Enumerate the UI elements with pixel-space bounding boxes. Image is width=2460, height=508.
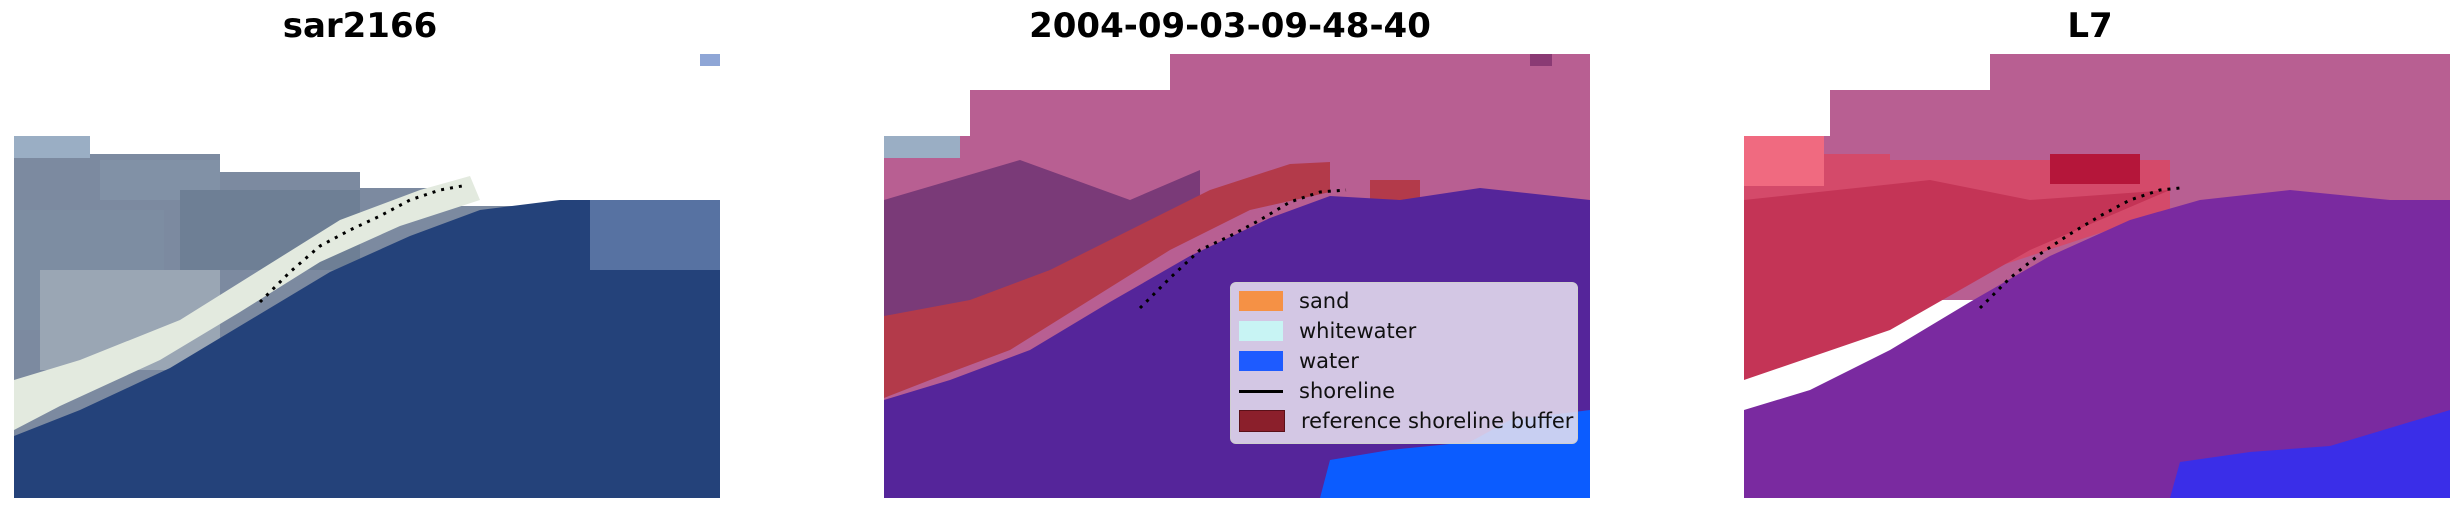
rgb-shoreline — [258, 184, 463, 304]
legend-item-shoreline: shoreline — [1239, 377, 1395, 405]
l7-image — [1744, 54, 2450, 498]
legend-item-sand: sand — [1239, 287, 1349, 315]
whitewater-swatch — [1239, 321, 1283, 341]
panel-rgb: sar2166 — [0, 0, 720, 508]
panel-title-classification: 2004-09-03-09-48-40 — [1029, 6, 1431, 46]
rgb-water — [14, 200, 720, 498]
rgb-image — [14, 54, 720, 498]
shoreline-swatch — [1239, 389, 1283, 393]
panel-title-l7: L7 — [2067, 6, 2113, 46]
buffer-swatch — [1239, 410, 1285, 432]
rgb-whitewater — [14, 176, 480, 430]
water-swatch — [1239, 351, 1283, 371]
panel-title-rgb: sar2166 — [282, 6, 438, 46]
l7-water — [1744, 190, 2450, 498]
legend: sand whitewater water shoreline referenc… — [1230, 282, 1578, 444]
legend-item-buffer: reference shoreline buffer — [1239, 407, 1573, 435]
legend-item-whitewater: whitewater — [1239, 317, 1416, 345]
l7-blue — [2170, 410, 2450, 498]
sand-swatch — [1239, 291, 1283, 311]
legend-item-water: water — [1239, 347, 1359, 375]
panel-l7: L7 — [1730, 0, 2450, 508]
buffer-band — [884, 162, 1330, 398]
